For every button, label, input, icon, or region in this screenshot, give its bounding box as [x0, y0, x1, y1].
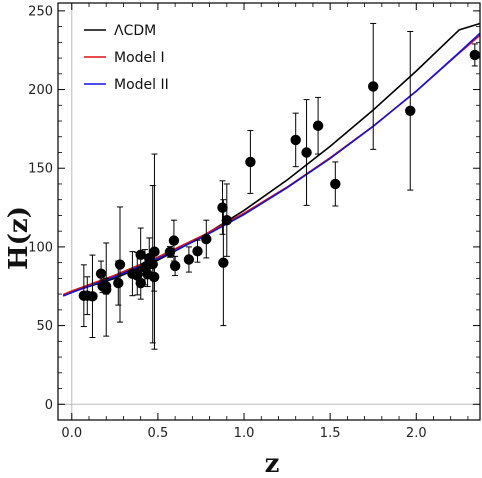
- y-axis-ticks: 0 50 100 150 200 250: [28, 4, 480, 413]
- reference-lines: [58, 3, 480, 420]
- x-axis-ticks: 0.0 0.5 1.0 1.5 2.0: [61, 3, 469, 441]
- x-tick-label: 0.0: [61, 426, 82, 441]
- data-point: [218, 257, 229, 268]
- data-point: [245, 156, 256, 168]
- data-point: [113, 277, 124, 289]
- data-point: [290, 134, 301, 146]
- x-tick-label: 1.5: [320, 426, 341, 441]
- data-point: [192, 245, 203, 257]
- data-point: [301, 147, 312, 158]
- data-point: [469, 49, 481, 61]
- y-tick-label: 100: [28, 240, 53, 255]
- model-curves: [62, 22, 481, 297]
- legend-label-model-ii: Model II: [114, 77, 169, 93]
- data-point: [147, 259, 158, 270]
- x-axis-title: z: [265, 449, 280, 478]
- curve-lcdm: [62, 22, 481, 296]
- data-point: [135, 277, 146, 289]
- data-point: [312, 120, 324, 131]
- data-point: [221, 214, 232, 226]
- x-tick-label: 1.0: [234, 426, 255, 441]
- y-tick-label: 0: [45, 398, 53, 413]
- y-axis-title: H(z): [4, 206, 34, 270]
- curve-model-ii: [62, 32, 481, 297]
- x-tick-label: 2.0: [406, 426, 427, 441]
- legend-label-model-i: Model I: [114, 50, 165, 66]
- legend-label-lcdm: ΛCDM: [114, 23, 156, 39]
- data-point: [169, 260, 181, 272]
- y-tick-label: 50: [36, 319, 53, 334]
- legend: ΛCDM Model I Model II: [84, 23, 169, 93]
- y-tick-label: 150: [28, 162, 53, 177]
- data-points: [78, 49, 481, 302]
- data-point: [183, 254, 195, 265]
- curve-model-i: [62, 34, 481, 296]
- data-point: [101, 284, 112, 295]
- y-tick-label: 250: [28, 4, 53, 19]
- data-point: [114, 259, 126, 270]
- data-point: [330, 178, 341, 190]
- data-point: [405, 105, 416, 116]
- data-point: [95, 268, 107, 279]
- y-tick-label: 200: [28, 83, 53, 98]
- data-point: [135, 249, 146, 260]
- data-point: [148, 271, 160, 283]
- data-point: [132, 268, 143, 279]
- data-point: [149, 246, 160, 257]
- data-point: [217, 202, 228, 213]
- plot-frame: [57, 2, 481, 421]
- data-point: [168, 235, 180, 246]
- data-point: [368, 81, 379, 92]
- data-point: [87, 291, 98, 302]
- data-point: [164, 246, 176, 258]
- x-tick-label: 0.5: [148, 426, 169, 441]
- data-point: [201, 233, 212, 245]
